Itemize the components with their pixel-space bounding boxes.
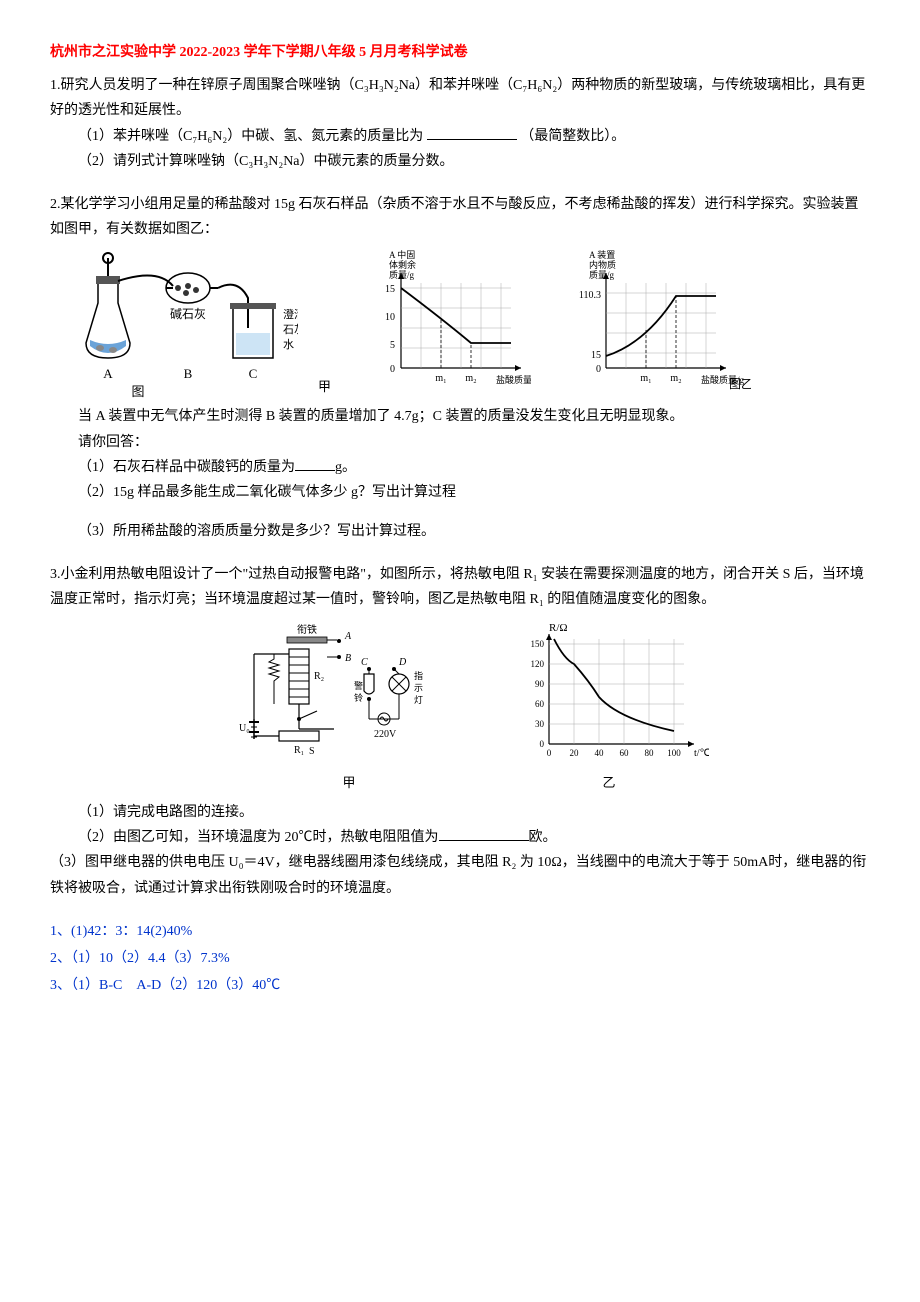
q3-stem: 小金利用热敏电阻设计了一个"过热自动报警电路"，如图所示，将热敏电阻 R₁ 安装… [50,567,864,607]
svg-text:指: 指 [414,670,423,681]
svg-text:C: C [249,366,258,381]
q3-chart: R/Ω 0 30 60 90 120 [509,619,709,794]
svg-text:质量/g: 质量/g [589,269,615,280]
svg-text:C: C [361,657,368,668]
q2-p1a: （1）石灰石样品中碳酸钙的质量为 [78,460,295,475]
svg-text:m₁: m₁ [640,373,651,384]
svg-text:盐酸质量/g: 盐酸质量/g [496,374,531,385]
svg-text:S: S [309,746,315,757]
svg-text:水: 水 [283,338,294,351]
q1-stem: 研究人员发明了一种在锌原子周围聚合咪唑钠（C₃H₃N₂Na）和苯并咪唑（C₇H₆… [50,78,865,118]
svg-text:m₂: m₂ [465,373,476,384]
svg-text:灯: 灯 [414,695,423,705]
q2-please: 请你回答： [50,430,870,455]
answers-block: 1、(1)42：3：14(2)40% 2、（1）10（2）4.4（3）7.3% … [50,919,870,999]
question-1: 1.研究人员发明了一种在锌原子周围聚合咪唑钠（C₃H₃N₂Na）和苯并咪唑（C₇… [50,73,870,174]
exam-title: 杭州市之江实验中学 2022-2023 学年下学期八年级 5 月月考科学试卷 [50,40,870,65]
q2-num: 2. [50,197,61,212]
svg-text:A 中固: A 中固 [389,249,415,260]
svg-text:20: 20 [570,748,580,758]
q3-blank [439,826,529,841]
q3-p2a: （2）由图乙可知，当环境温度为 20℃时，热敏电阻阻值为 [78,830,439,845]
svg-text:体剩余: 体剩余 [389,259,416,270]
svg-text:衔铁: 衔铁 [297,623,317,636]
q3-p1: （1）请完成电路图的连接。 [50,800,870,825]
fig-jia-label: 甲 [318,375,331,398]
q3-fig-yi: 乙 [602,771,615,794]
q2-apparatus: 碱石灰 澄清 石灰 水 A B C 图 [78,248,298,398]
svg-text:示: 示 [414,683,423,693]
svg-text:10: 10 [385,312,395,323]
svg-text:60: 60 [620,748,630,758]
svg-text:60: 60 [535,699,545,709]
q2-blank1 [295,456,335,471]
svg-text:图乙: 图乙 [729,377,751,391]
svg-text:0: 0 [390,364,395,375]
svg-text:80: 80 [645,748,655,758]
svg-text:m₂: m₂ [670,373,681,384]
svg-text:R/Ω: R/Ω [549,622,568,634]
q3-circuit: U₀ R₂ R₁ [239,619,459,794]
q3-fig-jia: 甲 [342,771,355,794]
svg-text:0: 0 [540,739,545,749]
svg-text:B: B [184,366,193,381]
answer-2: 2、（1）10（2）4.4（3）7.3% [50,946,870,971]
question-3: 3.小金利用热敏电阻设计了一个"过热自动报警电路"，如图所示，将热敏电阻 R₁ … [50,562,870,901]
svg-text:110.3: 110.3 [579,290,601,301]
q1-p1b: （最简整数比）。 [520,129,625,144]
svg-text:石灰: 石灰 [283,322,298,336]
svg-text:R₁: R₁ [294,745,304,756]
svg-text:90: 90 [535,679,545,689]
svg-text:100: 100 [667,748,681,758]
svg-text:A 装置: A 装置 [589,249,615,260]
q2-chart2: A 装置 内物质 质量/g 0 15 110.3 [551,248,751,398]
svg-text:40: 40 [595,748,605,758]
svg-text:0: 0 [547,748,552,758]
svg-text:U₀: U₀ [239,723,250,734]
svg-text:D: D [398,657,407,668]
q2-chart1: A 中固 体剩余 质量/g [351,248,531,398]
svg-text:A: A [344,631,352,642]
svg-text:220V: 220V [374,729,397,740]
jianShiHui-label: 碱石灰 [170,307,206,321]
q3-p2b: 欧。 [529,830,557,845]
svg-text:15: 15 [385,284,395,295]
svg-text:图: 图 [131,384,144,398]
svg-text:R₂: R₂ [314,671,324,682]
q3-p3: （3）图甲继电器的供电电压 U₀＝4V，继电器线圈用漆包线绕成，其电阻 R₂ 为… [50,850,870,900]
q1-num: 1. [50,78,61,93]
q2-after: 当 A 装置中无气体产生时测得 B 装置的质量增加了 4.7g；C 装置的质量没… [50,404,870,429]
svg-text:t/℃: t/℃ [694,748,709,759]
svg-text:150: 150 [531,639,545,649]
question-2: 2.某化学学习小组用足量的稀盐酸对 15g 石灰石样品（杂质不溶于水且不与酸反应… [50,192,870,544]
q1-blank1 [427,125,517,140]
svg-text:m₁: m₁ [435,373,446,384]
q2-p3: （3）所用稀盐酸的溶质质量分数是多少？写出计算过程。 [50,519,870,544]
answer-3: 3、（1）B-C A-D（2）120（3）40℃ [50,973,870,998]
svg-text:0: 0 [596,364,601,375]
svg-text:B: B [345,653,351,664]
q3-num: 3. [50,567,61,582]
svg-text:30: 30 [535,719,545,729]
q1-p1a: （1）苯并咪唑（C₇H₆N₂）中碳、氢、氮元素的质量比为 [78,129,427,144]
svg-text:A: A [103,366,113,381]
q2-p1b: g。 [335,460,356,475]
svg-text:铃: 铃 [354,692,363,703]
q1-p2: （2）请列式计算咪唑钠（C₃H₃N₂Na）中碳元素的质量分数。 [50,149,870,174]
svg-text:警: 警 [354,680,363,691]
q2-p2: （2）15g 样品最多能生成二氧化碳气体多少 g？写出计算过程 [50,480,870,505]
answer-1: 1、(1)42：3：14(2)40% [50,919,870,944]
q2-stem: 某化学学习小组用足量的稀盐酸对 15g 石灰石样品（杂质不溶于水且不与酸反应，不… [50,197,859,237]
svg-text:120: 120 [531,659,545,669]
svg-text:澄清: 澄清 [283,307,298,321]
svg-text:5: 5 [390,340,395,351]
svg-text:内物质: 内物质 [589,259,616,270]
svg-text:15: 15 [591,350,601,361]
